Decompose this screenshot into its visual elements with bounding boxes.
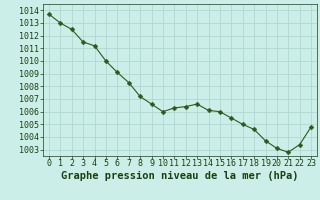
X-axis label: Graphe pression niveau de la mer (hPa): Graphe pression niveau de la mer (hPa) bbox=[61, 171, 299, 181]
